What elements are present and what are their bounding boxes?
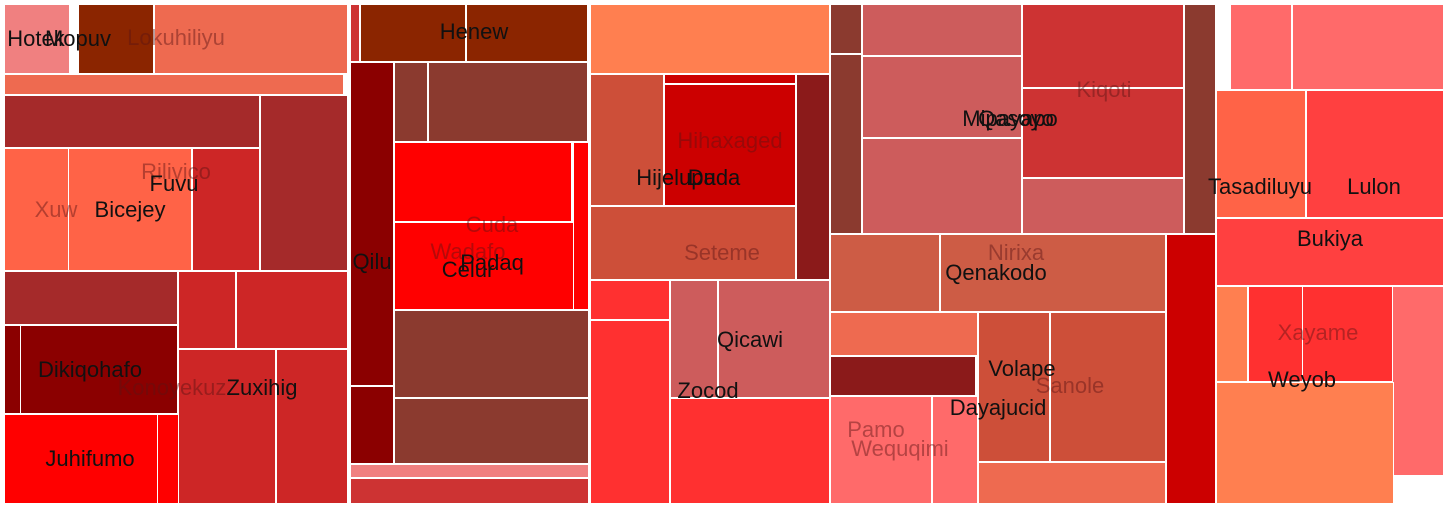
treemap-cell-3-1 <box>830 54 862 234</box>
treemap-cell-4-10 <box>1216 382 1394 504</box>
treemap-cell-0-5 <box>260 95 348 271</box>
treemap-cell-1-4 <box>394 62 428 142</box>
treemap-cell-2-0 <box>590 4 830 74</box>
treemap-cell-0-7 <box>68 148 192 271</box>
treemap-cell-3-4 <box>862 138 1022 234</box>
treemap-cell-0-4 <box>4 95 260 148</box>
treemap-cell-0-8 <box>192 148 260 271</box>
treemap-cell-1-12 <box>350 464 589 478</box>
treemap-cell-2-3 <box>664 84 796 206</box>
treemap-cell-4-1 <box>1230 4 1292 90</box>
treemap-cell-1-1 <box>360 4 466 62</box>
treemap-cell-0-1 <box>78 4 154 74</box>
treemap-cell-0-2 <box>154 4 348 74</box>
treemap-cell-3-13 <box>932 396 978 504</box>
treemap-cell-0-16 <box>178 349 276 504</box>
treemap-cell-4-9 <box>1392 286 1444 476</box>
treemap-cell-3-11 <box>830 356 976 396</box>
treemap-cell-4-7 <box>1248 286 1304 382</box>
treemap-cell-0-9 <box>4 271 178 325</box>
treemap-cell-4-6 <box>1216 286 1248 382</box>
treemap-cell-3-6 <box>1022 88 1184 178</box>
treemap-cell-4-2 <box>1292 4 1444 90</box>
treemap-cell-1-2 <box>466 4 588 62</box>
treemap-cell-3-10 <box>830 312 978 356</box>
treemap-cell-1-11 <box>350 386 394 464</box>
treemap-cell-1-10 <box>394 398 589 464</box>
treemap-cell-4-3 <box>1216 90 1306 218</box>
treemap-cell-0-14 <box>4 414 158 504</box>
treemap-cell-2-7 <box>590 320 670 504</box>
treemap-cell-3-2 <box>862 4 1022 56</box>
treemap-cell-3-15 <box>1050 312 1166 462</box>
treemap-cell-0-10 <box>178 271 236 349</box>
treemap-cell-2-5 <box>590 206 796 280</box>
treemap-cell-0-15 <box>157 414 179 504</box>
treemap-cell-3-7 <box>1022 178 1184 234</box>
treemap-cell-1-6 <box>394 142 572 222</box>
treemap-cell-0-0 <box>4 4 70 74</box>
treemap-cell-1-9 <box>394 310 589 398</box>
treemap-cell-3-16 <box>978 462 1166 504</box>
treemap-cell-3-3 <box>862 56 1022 138</box>
treemap-cell-1-0 <box>350 4 360 62</box>
treemap-cell-3-5 <box>1022 4 1184 88</box>
treemap-cell-4-4 <box>1306 90 1444 218</box>
treemap-cell-0-6 <box>4 148 70 271</box>
treemap-cell-1-3 <box>350 62 394 386</box>
treemap-cell-4-0 <box>1184 4 1216 234</box>
treemap-cell-2-6 <box>590 280 670 320</box>
treemap-cell-0-13 <box>20 325 178 414</box>
treemap-cell-0-17 <box>276 349 348 504</box>
treemap-cell-2-1 <box>590 74 664 206</box>
treemap-cell-2-4 <box>796 74 830 280</box>
treemap-cell-2-9 <box>718 280 830 398</box>
treemap-cell-1-8 <box>573 142 589 310</box>
treemap-cell-1-13 <box>350 478 589 504</box>
treemap-cell-3-12 <box>830 396 932 504</box>
treemap-cell-0-11 <box>236 271 348 349</box>
treemap-cell-2-8 <box>670 280 718 398</box>
treemap-cell-4-8 <box>1302 286 1394 382</box>
treemap-cell-3-17 <box>1166 234 1216 504</box>
treemap-cell-0-3 <box>4 74 344 95</box>
treemap-cell-3-0 <box>830 4 862 54</box>
treemap-cell-3-9 <box>940 234 1166 312</box>
treemap-cell-3-14 <box>978 312 1050 462</box>
treemap-cell-3-8 <box>830 234 940 312</box>
treemap-cell-1-7 <box>394 222 574 310</box>
treemap-cell-4-5 <box>1216 218 1444 286</box>
treemap-cell-2-10 <box>670 398 830 504</box>
treemap-cell-1-5 <box>428 62 588 142</box>
treemap-cell-2-2 <box>664 74 796 84</box>
